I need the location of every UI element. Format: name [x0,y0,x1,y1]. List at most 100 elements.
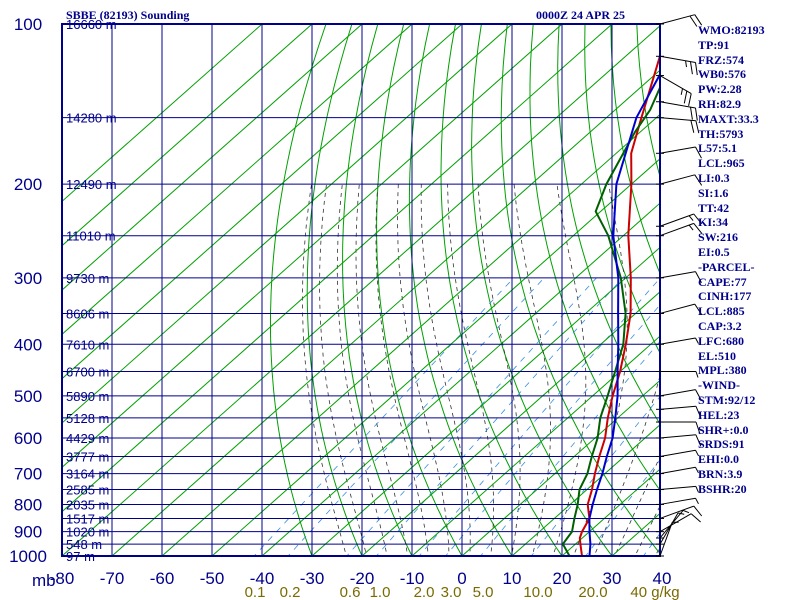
index-item: SW:216 [698,230,739,245]
height-label: 97 m [66,549,95,564]
wind-barb [659,337,699,345]
mixing-ratio-label: 1.0 [370,584,391,600]
dewpoint-profile-line [561,85,660,556]
wind-barb [659,405,702,418]
index-item: KI:34 [698,215,728,230]
temperature-tick-label: -60 [150,569,175,588]
height-label: 5890 m [66,389,109,404]
pressure-tick-label: 600 [14,429,42,448]
wind-barb [659,174,703,186]
mixing-ratio-line [585,459,660,556]
chart-datetime: 0000Z 24 APR 25 [535,8,625,22]
wind-barb-shaft [659,512,679,545]
wind-barb-shaft [659,55,696,63]
pressure-tick-label: 100 [14,15,42,34]
wind-barb [659,434,702,447]
temperature-profile-line [578,52,660,556]
isotherm-line [62,24,313,247]
mixing-ratio-line [445,304,660,556]
wind-barb-half-feather [685,60,687,68]
mixing-ratio-label: 3.0 [441,584,462,600]
wind-barb-feather [694,174,703,186]
index-item: L57:5.1 [698,141,737,156]
temperature-tick-label: 40 [653,569,672,588]
wind-barb-half-feather [695,486,699,493]
index-item: LCL:885 [698,304,745,319]
wind-barb-shaft [659,405,696,410]
temperature-tick-label: 0 [457,569,466,588]
index-item: CAP:3.2 [698,318,742,333]
moist-adiabat-line [447,184,495,556]
height-label: 5128 m [66,411,109,426]
chart-title: SBBE (82193) Sounding [66,8,190,22]
pressure-tick-label: 500 [14,387,42,406]
mixing-ratio-label: 10.0 [523,584,552,600]
isotherm-line [62,24,363,291]
index-item: HEL:23 [698,407,740,422]
pressure-tick-label: 700 [14,465,42,484]
mixing-ratio-label: 2.0 [414,584,435,600]
wind-barb [659,505,703,519]
index-item: SRDS:91 [698,437,745,452]
index-item: -WIND- [698,378,740,393]
height-label: 1020 m [66,525,109,540]
temperature-tick-label: 20 [553,569,572,588]
wind-barb-feather [695,434,702,447]
index-item: FRZ:574 [698,52,744,67]
wind-barb-feather [693,223,703,234]
wind-barb-shaft [659,271,696,279]
wind-barb-feather [695,271,702,283]
mixing-ratio-line [375,277,623,556]
moist-adiabat-line [375,184,429,556]
mixing-ratio-line [530,396,660,556]
index-item: BSHR:20 [698,481,747,496]
dry-adiabat-line [342,24,413,556]
mixing-ratio-label: 0.1 [245,584,266,600]
wind-barb-shaft [659,337,696,345]
wind-barb-feather [695,389,702,401]
wind-barb [659,117,700,134]
mixing-ratio-label: 5.0 [473,584,494,600]
wind-barb-shaft [659,117,696,122]
wind-barb-shaft [659,14,695,25]
moist-adiabat-line [302,184,347,556]
wind-barb-feather [695,62,698,76]
index-item: BRN:3.9 [698,466,743,481]
wind-barb-half-feather [695,467,699,474]
height-label: 6700 m [66,365,109,380]
index-item: SI:1.6 [698,185,729,200]
wind-barb-feather [683,91,688,104]
wind-barb-feather [690,120,695,133]
mixing-ratio-line [346,277,597,556]
wind-barb-feather [695,120,700,134]
temperature-tick-label: -30 [300,569,325,588]
index-item: CINH:177 [698,289,752,304]
wind-barb-shaft [659,497,696,505]
index-item: PW:2.28 [698,82,742,97]
mixing-ratio-line [418,277,660,556]
mixing-ratio-line [253,277,515,556]
height-label: 8606 m [66,306,109,321]
height-label: 2585 m [66,483,109,498]
wind-barb-shaft [659,101,696,109]
wind-barb [659,389,702,401]
wind-barb-shaft [659,389,696,397]
wind-barb-feather [690,107,693,120]
wind-barb [659,303,703,315]
dry-adiabat-line [440,24,563,556]
wind-barb-shaft [659,434,696,439]
index-item: LI:0.3 [698,170,730,185]
index-item: SHR+:0.0 [698,422,749,437]
wind-barb [659,101,698,121]
temperature-tick-label: -70 [100,569,125,588]
height-label: 3777 m [66,449,109,464]
moist-adiabat-line [477,184,521,556]
mixing-ratio-label: 40 g/kg [630,584,679,600]
pressure-tick-label: 1000 [9,547,47,566]
wind-barb-feather [695,107,698,121]
height-label: 14280 m [66,111,117,126]
wind-barb-half-feather [695,449,699,457]
wind-barb [659,509,690,539]
moist-adiabat-line [336,184,388,556]
wind-barb-feather [690,61,693,75]
